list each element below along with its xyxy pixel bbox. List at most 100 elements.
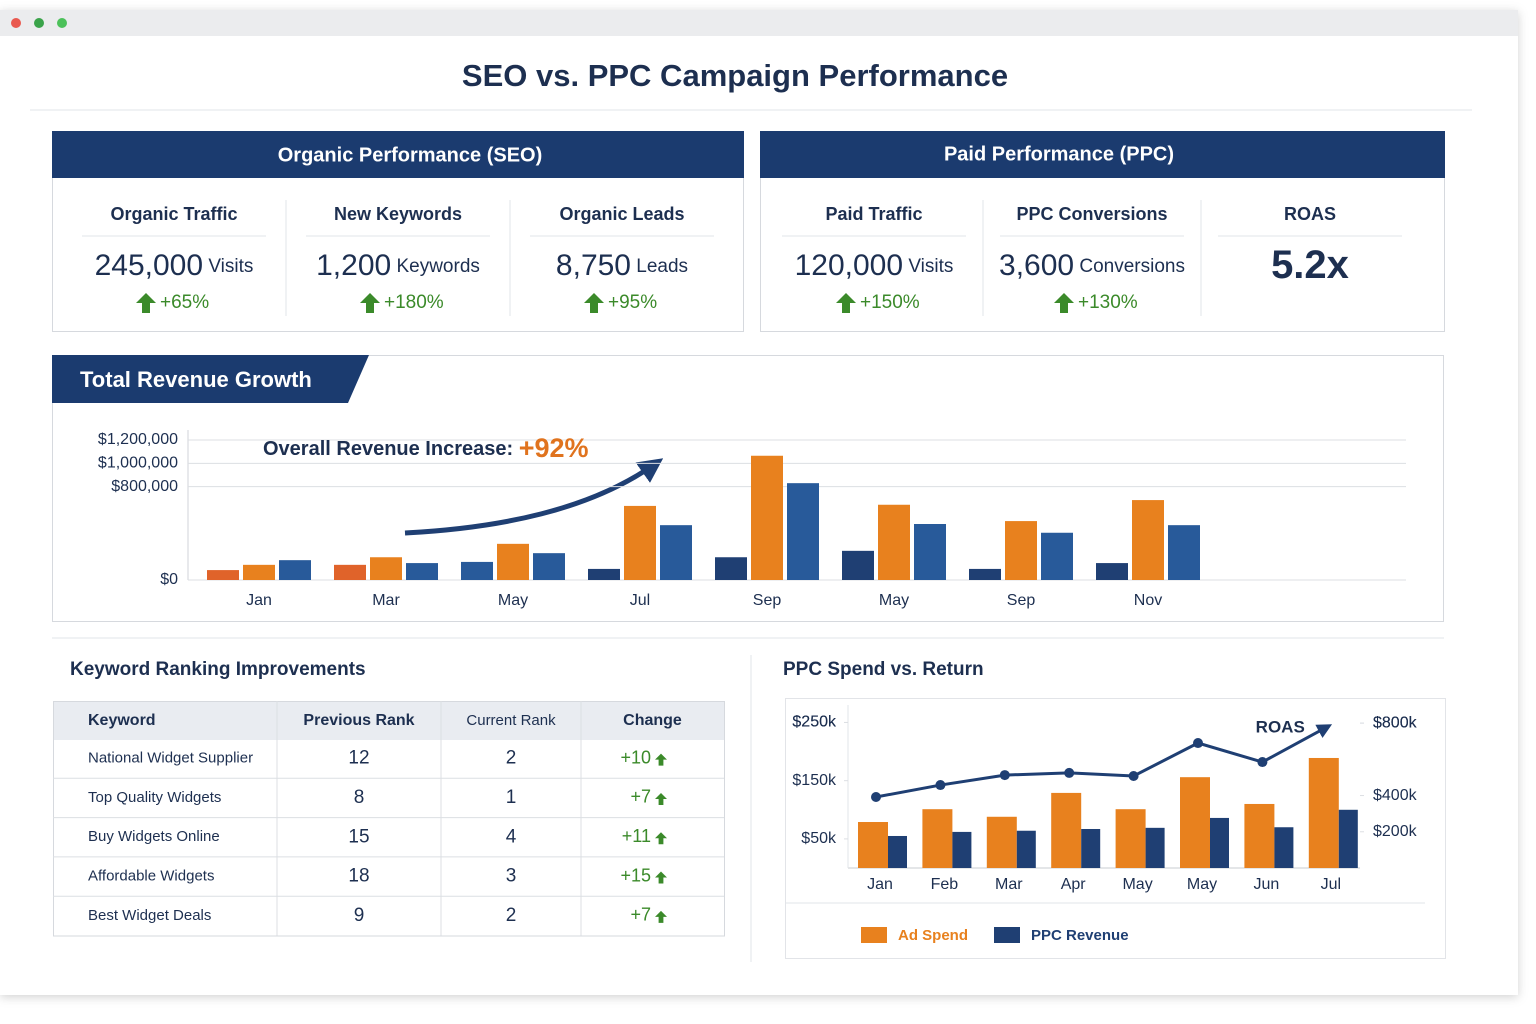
kpi-change: +130%: [1078, 292, 1138, 313]
kpi-number: 3,600: [999, 249, 1074, 282]
roas-point: [871, 792, 881, 803]
kpi-value: 5.2x: [1271, 243, 1349, 287]
kpi-number: 5.2x: [1271, 243, 1349, 287]
y2-tick-label: $200k: [1373, 823, 1418, 840]
bar: [986, 816, 1017, 868]
bar: [1274, 827, 1294, 868]
ppc-title: Paid Performance (PPC): [944, 143, 1174, 165]
table-header-cell: Previous Rank: [303, 712, 414, 729]
seo-title: Organic Performance (SEO): [278, 144, 543, 166]
y-tick-label: $150k: [792, 772, 837, 789]
kpi-value: 8,750 Leads: [556, 249, 688, 282]
revenue-header: [52, 355, 369, 403]
bar: [1308, 757, 1339, 868]
table-cell: Top Quality Widgets: [88, 789, 221, 806]
bar: [858, 822, 888, 868]
bar: [1338, 809, 1358, 868]
x-tick-label: Nov: [1134, 592, 1162, 609]
table-header: [54, 702, 724, 740]
bar: [715, 557, 747, 580]
y-tick-label: $1,000,000: [98, 455, 178, 472]
bar: [461, 561, 493, 580]
roas-point: [1064, 767, 1075, 778]
roas-point: [1257, 757, 1268, 768]
x-tick-label: Sep: [753, 592, 782, 609]
bar: [1168, 525, 1200, 580]
x-tick-label: May: [879, 592, 909, 609]
bar: [588, 568, 620, 580]
roas-label: ROAS: [1256, 718, 1305, 737]
table-change-arrow: [655, 871, 667, 884]
bar: [952, 831, 972, 868]
kpi-arrow: [360, 293, 380, 313]
table-change-arrow: [655, 832, 667, 845]
bar: [1041, 532, 1073, 580]
table-cell: 1: [506, 787, 517, 808]
growth-arrow: [404, 458, 664, 536]
x-tick-label: Jan: [867, 876, 893, 893]
table-cell: 9: [354, 905, 365, 926]
annotation: Overall Revenue Increase: +92%: [263, 433, 589, 463]
table-cell: Affordable Widgets: [88, 868, 214, 885]
bar: [279, 560, 311, 580]
x-tick-label: Jan: [246, 592, 272, 609]
x-tick-label: Jun: [1254, 876, 1280, 893]
maximize-dot[interactable]: [57, 18, 67, 28]
table-cell: National Widget Supplier: [88, 750, 253, 767]
bar: [406, 563, 438, 580]
kpi-arrow: [836, 293, 856, 313]
x-tick-label: May: [1187, 876, 1217, 893]
table-change: +7: [630, 787, 651, 807]
y-tick-label: $0: [160, 571, 178, 588]
x-tick-label: Jul: [1321, 876, 1341, 893]
kpi-label: Organic Leads: [559, 204, 684, 224]
table-change: +15: [620, 865, 651, 885]
table-cell: 2: [506, 748, 517, 769]
bar: [334, 564, 366, 580]
y-tick-label: $250k: [792, 714, 837, 731]
legend-label: PPC Revenue: [1031, 927, 1129, 944]
bar: [660, 525, 692, 580]
kpi-arrow: [136, 293, 156, 313]
y-tick-label: $250k: [792, 714, 837, 731]
bar: [1210, 817, 1229, 868]
kpi-change: +95%: [608, 292, 657, 313]
x-tick-label: May: [498, 592, 528, 609]
kpi-change: +65%: [160, 292, 209, 313]
bar: [207, 570, 239, 580]
kpi-unit: Visits: [208, 256, 253, 277]
table-change-arrow: [655, 753, 667, 766]
y-tick-label: $1,200,000: [98, 431, 178, 448]
y2-tick-label: $800k: [1373, 714, 1418, 731]
x-tick-label: Mar: [372, 592, 400, 609]
kpi-number: 1,200: [316, 249, 391, 282]
table-cell: 12: [348, 748, 369, 769]
roas-point: [999, 770, 1010, 781]
minimize-dot[interactable]: [34, 18, 44, 28]
kpi-number: 8,750: [556, 249, 631, 282]
kpi-unit: Visits: [908, 256, 953, 277]
kpi-change: +180%: [384, 292, 444, 313]
ppc-header: [760, 131, 1445, 178]
bar: [1005, 521, 1037, 580]
close-dot[interactable]: [11, 18, 21, 28]
bar: [1115, 809, 1146, 868]
bar: [1081, 828, 1101, 868]
bar: [878, 504, 910, 580]
annotation-text: Overall Revenue Increase:: [263, 438, 513, 460]
table-cell: 18: [348, 866, 369, 887]
table-cell: 15: [348, 826, 369, 847]
kpi-label: PPC Conversions: [1016, 204, 1167, 224]
kpi-label: Paid Traffic: [825, 204, 922, 224]
annotation-value: +92%: [519, 433, 589, 463]
seo-header: [52, 131, 744, 178]
bar: [751, 455, 783, 580]
legend-swatch: [994, 927, 1020, 943]
kpi-number: 120,000: [795, 249, 903, 282]
kpi-unit: Conversions: [1079, 256, 1185, 277]
kpi-unit: Keywords: [396, 256, 479, 277]
table-change: +11: [622, 826, 651, 846]
kpi-change: +150%: [860, 292, 920, 313]
